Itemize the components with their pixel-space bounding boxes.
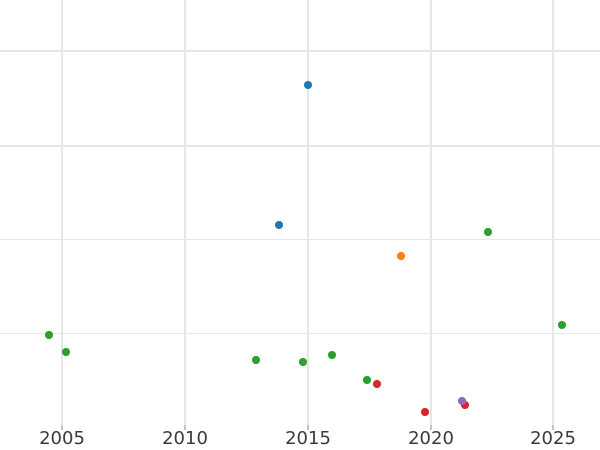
data-point-green — [45, 331, 53, 339]
x-axis-tick — [61, 425, 63, 430]
x-tick-label: 2020 — [408, 428, 454, 449]
horizontal-gridline — [0, 238, 600, 241]
data-point-red — [421, 408, 429, 416]
x-axis-tick — [430, 425, 432, 430]
vertical-gridline — [552, 0, 554, 425]
data-point-green — [299, 358, 307, 366]
vertical-gridline — [307, 0, 309, 425]
x-axis-tick — [184, 425, 186, 430]
vertical-gridline — [184, 0, 186, 425]
data-point-green — [363, 376, 371, 384]
data-point-orange — [397, 252, 405, 260]
x-tick-label: 2005 — [39, 428, 85, 449]
vertical-gridline — [61, 0, 63, 425]
x-axis-tick — [307, 425, 309, 430]
data-point-red — [373, 380, 381, 388]
x-tick-label: 2010 — [162, 428, 208, 449]
x-tick-label: 2015 — [285, 428, 331, 449]
data-point-green — [62, 348, 70, 356]
data-point-green — [558, 321, 566, 329]
data-point-blue — [304, 81, 312, 89]
data-point-green — [328, 351, 336, 359]
x-axis-tick — [552, 425, 554, 430]
data-point-green — [484, 228, 492, 236]
data-point-purple — [458, 397, 466, 405]
horizontal-gridline — [0, 50, 600, 52]
data-point-green — [252, 356, 260, 364]
data-point-blue — [275, 221, 283, 229]
horizontal-gridline — [0, 145, 600, 147]
vertical-gridline — [430, 0, 432, 425]
x-tick-label: 2025 — [530, 428, 576, 449]
data-point-red — [461, 401, 469, 409]
horizontal-gridline — [0, 332, 600, 335]
